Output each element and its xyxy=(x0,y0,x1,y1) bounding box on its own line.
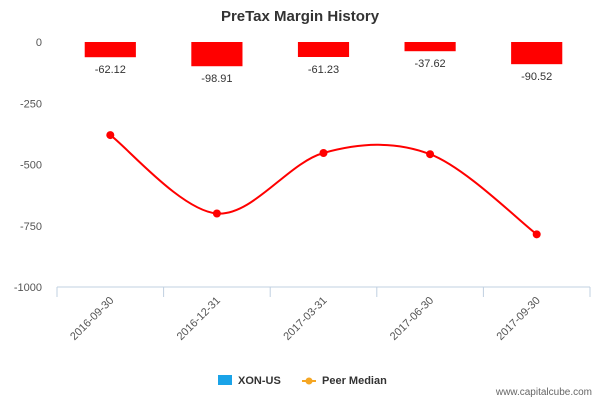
x-tick-label: 2017-06-30 xyxy=(388,295,436,343)
legend-marker-peer-median xyxy=(305,377,313,385)
legend-label-xon-us: XON-US xyxy=(238,375,281,387)
line-point xyxy=(426,150,435,159)
line-point xyxy=(212,209,221,218)
legend-swatch-xon-us xyxy=(218,375,232,385)
x-axis: 2016-09-30 2016-12-31 2017-03-31 2017-06-30… xyxy=(56,286,591,343)
y-tick-label: -250 xyxy=(20,98,42,110)
bar-series-xon-us: -62.12 -98.91 -61.23 -37.62 -90.52 xyxy=(84,42,563,85)
line-point xyxy=(106,131,115,140)
chart-title: PreTax Margin History xyxy=(221,8,380,25)
bar xyxy=(511,42,563,65)
y-tick-label: -500 xyxy=(20,160,42,172)
line-point xyxy=(532,230,541,239)
y-tick-label: 0 xyxy=(36,37,42,49)
y-tick-label: -750 xyxy=(20,221,42,233)
credit-text: www.capitalcube.com xyxy=(495,387,592,398)
bar xyxy=(404,42,456,52)
x-tick-label: 2017-03-31 xyxy=(281,295,329,343)
bar-data-label: -98.91 xyxy=(201,73,232,85)
x-tick-label: 2017-09-30 xyxy=(495,295,543,343)
y-tick-label: -1000 xyxy=(14,282,42,294)
bar-data-label: -90.52 xyxy=(521,71,552,83)
x-tick-label: 2016-09-30 xyxy=(68,295,116,343)
line-point xyxy=(319,148,328,157)
bar xyxy=(84,42,136,58)
legend: XON-US Peer Median xyxy=(218,375,387,387)
bar-data-label: -62.12 xyxy=(95,64,126,76)
legend-label-peer-median: Peer Median xyxy=(322,375,387,387)
bar-data-label: -61.23 xyxy=(308,64,339,76)
line-series-peer-median xyxy=(106,131,541,239)
bar xyxy=(191,42,243,67)
y-axis: 0 -250 -500 -750 -1000 xyxy=(14,37,42,294)
bar-data-label: -37.62 xyxy=(414,58,445,70)
bar xyxy=(297,42,350,58)
x-tick-label: 2016-12-31 xyxy=(175,295,223,343)
